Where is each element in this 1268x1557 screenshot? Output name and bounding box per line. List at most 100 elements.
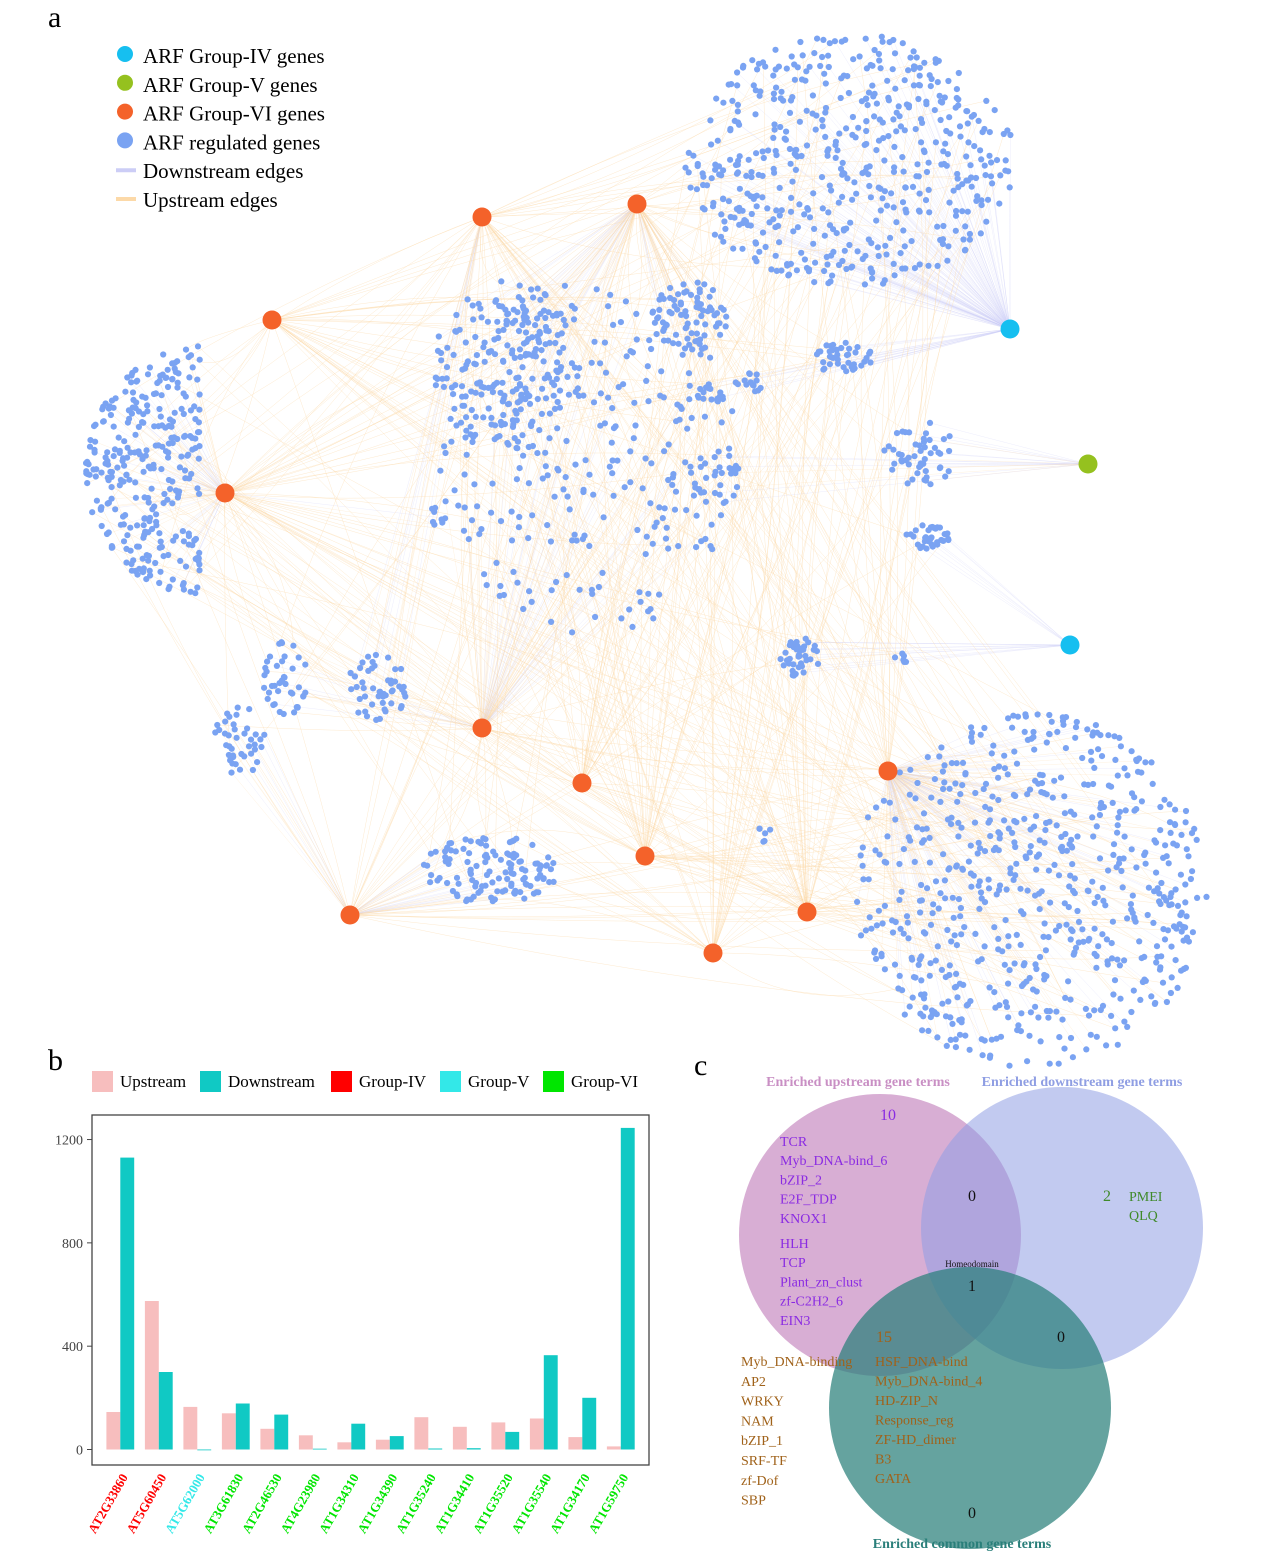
regulated-gene-node bbox=[877, 65, 884, 72]
upstream-edge bbox=[644, 540, 944, 857]
regulated-gene-node bbox=[1056, 922, 1063, 930]
upstream-edge bbox=[108, 480, 351, 916]
regulated-gene-node bbox=[508, 537, 516, 544]
network-edge bbox=[887, 770, 1126, 811]
regulated-gene-node bbox=[810, 190, 817, 197]
regulated-gene-node bbox=[734, 169, 742, 176]
regulated-gene-node bbox=[753, 192, 760, 199]
bar-upstream bbox=[106, 1412, 121, 1450]
regulated-gene-node bbox=[522, 350, 530, 357]
upstream-edge bbox=[704, 463, 889, 772]
regulated-gene-node bbox=[1124, 1023, 1131, 1030]
upstream-edge bbox=[290, 203, 638, 693]
network-edge bbox=[826, 256, 1011, 330]
network-edge bbox=[887, 770, 1003, 952]
regulated-gene-node bbox=[1157, 803, 1164, 811]
regulated-gene-node bbox=[967, 842, 974, 849]
upstream-edge bbox=[806, 890, 1088, 917]
regulated-gene-node bbox=[601, 420, 609, 427]
upstream-edge bbox=[349, 199, 989, 916]
regulated-gene-node bbox=[759, 148, 766, 155]
regulated-gene-node bbox=[1040, 933, 1047, 940]
upstream-edge bbox=[481, 216, 943, 971]
regulated-gene-node bbox=[552, 339, 559, 347]
regulated-gene-node bbox=[1163, 998, 1170, 1006]
regulated-gene-node bbox=[656, 591, 663, 598]
regulated-gene-node bbox=[700, 395, 707, 402]
network-edge bbox=[887, 770, 1128, 1028]
regulated-gene-node bbox=[920, 1013, 927, 1020]
upstream-edge bbox=[481, 222, 851, 729]
regulated-gene-node bbox=[434, 347, 442, 354]
upstream-edge bbox=[349, 914, 1090, 1016]
regulated-gene-node bbox=[563, 572, 570, 579]
network-edge bbox=[481, 478, 543, 729]
regulated-gene-node bbox=[1010, 712, 1017, 719]
venn-term: bZIP_1 bbox=[741, 1434, 783, 1449]
network-edge bbox=[753, 198, 1011, 330]
regulated-gene-node bbox=[1007, 131, 1014, 139]
upstream-edge bbox=[644, 101, 927, 857]
upstream-edge bbox=[349, 202, 840, 916]
regulated-gene-node bbox=[1006, 184, 1013, 191]
regulated-gene-node bbox=[759, 172, 766, 179]
regulated-gene-node bbox=[522, 329, 530, 336]
regulated-gene-node bbox=[483, 851, 490, 858]
regulated-gene-node bbox=[863, 118, 870, 125]
regulated-gene-node bbox=[1069, 1054, 1076, 1061]
upstream-edge bbox=[481, 216, 498, 856]
regulated-gene-node bbox=[1187, 875, 1194, 883]
regulated-gene-node bbox=[117, 476, 124, 484]
regulated-gene-node bbox=[466, 850, 473, 857]
regulated-gene-node bbox=[516, 465, 523, 472]
regulated-gene-node bbox=[542, 341, 549, 348]
network-edge bbox=[887, 770, 991, 821]
regulated-gene-node bbox=[963, 1002, 970, 1009]
regulated-gene-node bbox=[854, 898, 861, 906]
regulated-gene-node bbox=[838, 344, 845, 352]
regulated-gene-node bbox=[525, 319, 532, 326]
regulated-gene-node bbox=[825, 280, 832, 287]
regulated-gene-node bbox=[962, 770, 969, 777]
network-edge bbox=[960, 136, 1011, 330]
regulated-gene-node bbox=[753, 371, 760, 378]
regulated-gene-node bbox=[726, 452, 733, 459]
regulated-gene-node bbox=[155, 423, 162, 430]
regulated-gene-node bbox=[782, 649, 789, 656]
network-edge bbox=[991, 183, 1011, 330]
regulated-gene-node bbox=[156, 579, 163, 587]
network-edge bbox=[736, 72, 1011, 330]
regulated-gene-node bbox=[954, 175, 961, 182]
regulated-gene-node bbox=[473, 352, 480, 359]
regulated-gene-node bbox=[489, 480, 496, 487]
regulated-gene-node bbox=[1116, 808, 1123, 816]
regulated-gene-node bbox=[833, 230, 840, 237]
regulated-gene-node bbox=[835, 199, 842, 206]
regulated-gene-node bbox=[671, 302, 678, 309]
regulated-gene-node bbox=[463, 361, 470, 368]
regulated-gene-node bbox=[1108, 955, 1116, 962]
regulated-gene-node bbox=[1036, 906, 1043, 913]
upstream-edge bbox=[712, 364, 855, 954]
network-edge bbox=[636, 203, 660, 310]
regulated-gene-node bbox=[375, 693, 382, 700]
bar-downstream bbox=[389, 1436, 404, 1450]
regulated-gene-node bbox=[944, 530, 951, 537]
regulated-gene-node bbox=[1002, 999, 1009, 1006]
venn-term: WRKY bbox=[741, 1395, 784, 1410]
regulated-gene-node bbox=[809, 110, 816, 117]
regulated-gene-node bbox=[1005, 1014, 1012, 1021]
regulated-gene-node bbox=[261, 672, 268, 679]
regulated-gene-node bbox=[846, 241, 853, 249]
regulated-gene-node bbox=[476, 531, 483, 538]
network-edge bbox=[851, 267, 1011, 330]
regulated-gene-node bbox=[148, 485, 155, 492]
regulated-gene-node bbox=[534, 860, 541, 867]
regulated-gene-node bbox=[869, 82, 876, 89]
regulated-gene-node bbox=[1043, 1007, 1050, 1015]
regulated-gene-node bbox=[873, 147, 880, 154]
upstream-edge bbox=[581, 357, 834, 784]
network-edge bbox=[889, 42, 1011, 330]
regulated-gene-node bbox=[555, 467, 562, 474]
regulated-gene-node bbox=[754, 66, 761, 73]
